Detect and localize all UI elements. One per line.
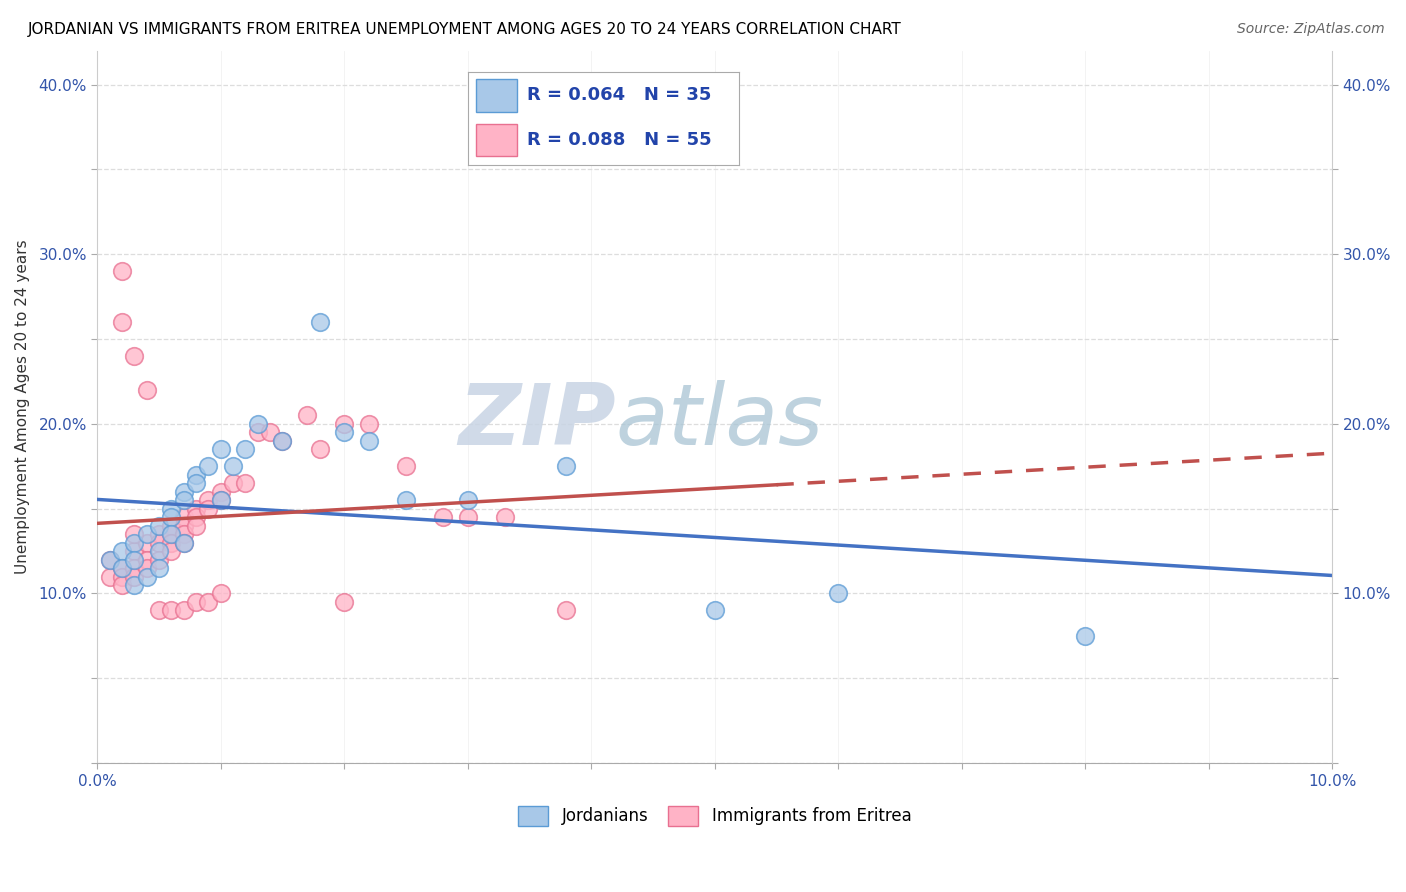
Point — [173, 493, 195, 508]
Point — [222, 459, 245, 474]
Text: JORDANIAN VS IMMIGRANTS FROM ERITREA UNEMPLOYMENT AMONG AGES 20 TO 24 YEARS CORR: JORDANIAN VS IMMIGRANTS FROM ERITREA UNE… — [28, 22, 901, 37]
Point — [184, 595, 207, 609]
Point — [135, 535, 157, 549]
Point — [98, 552, 121, 566]
Point — [395, 493, 418, 508]
Text: Source: ZipAtlas.com: Source: ZipAtlas.com — [1237, 22, 1385, 37]
Point — [111, 569, 134, 583]
Point — [111, 561, 134, 575]
Point — [124, 349, 146, 363]
Point — [160, 518, 183, 533]
Point — [235, 476, 257, 491]
Legend: Jordanians, Immigrants from Eritrea: Jordanians, Immigrants from Eritrea — [517, 805, 911, 826]
Point — [184, 476, 207, 491]
Point — [197, 493, 219, 508]
Point — [135, 561, 157, 575]
Point — [555, 459, 578, 474]
Point — [173, 510, 195, 524]
Point — [111, 315, 134, 329]
Point — [135, 569, 157, 583]
Point — [209, 493, 232, 508]
Point — [184, 518, 207, 533]
Point — [209, 493, 232, 508]
Point — [209, 484, 232, 499]
Text: ZIP: ZIP — [458, 380, 616, 463]
Y-axis label: Unemployment Among Ages 20 to 24 years: Unemployment Among Ages 20 to 24 years — [15, 240, 30, 574]
Point — [209, 442, 232, 457]
Text: atlas: atlas — [616, 380, 824, 463]
Point — [173, 484, 195, 499]
Point — [1074, 629, 1097, 643]
Point — [173, 535, 195, 549]
Point — [135, 383, 157, 397]
Point — [246, 425, 269, 440]
Point — [333, 425, 356, 440]
Point — [295, 409, 318, 423]
Point — [98, 569, 121, 583]
Point — [432, 510, 454, 524]
Point — [197, 595, 219, 609]
Point — [333, 595, 356, 609]
Point — [124, 561, 146, 575]
Point — [555, 603, 578, 617]
Point — [135, 527, 157, 541]
Point — [308, 442, 330, 457]
Point — [135, 552, 157, 566]
Point — [111, 578, 134, 592]
Point — [173, 518, 195, 533]
Point — [308, 315, 330, 329]
Point — [160, 501, 183, 516]
Point — [271, 434, 294, 448]
Point — [357, 417, 380, 431]
Point — [124, 527, 146, 541]
Point — [209, 586, 232, 600]
Point — [197, 501, 219, 516]
Point — [173, 527, 195, 541]
Point — [148, 527, 170, 541]
Point — [184, 510, 207, 524]
Point — [124, 578, 146, 592]
Point — [259, 425, 281, 440]
Point — [124, 569, 146, 583]
Point — [457, 510, 479, 524]
Point — [111, 264, 134, 278]
Point — [124, 544, 146, 558]
Point — [148, 544, 170, 558]
Point — [494, 510, 516, 524]
Point — [222, 476, 245, 491]
Point — [184, 467, 207, 482]
Point — [160, 603, 183, 617]
Point — [148, 535, 170, 549]
Point — [197, 459, 219, 474]
Point — [271, 434, 294, 448]
Point — [111, 544, 134, 558]
Point — [148, 518, 170, 533]
Point — [124, 552, 146, 566]
Point — [357, 434, 380, 448]
Point — [160, 510, 183, 524]
Point — [160, 535, 183, 549]
Point — [148, 603, 170, 617]
Point — [98, 552, 121, 566]
Point — [184, 501, 207, 516]
Point — [111, 561, 134, 575]
Point — [703, 603, 725, 617]
Point — [246, 417, 269, 431]
Point — [827, 586, 849, 600]
Point — [173, 535, 195, 549]
Point — [160, 544, 183, 558]
Point — [160, 527, 183, 541]
Point — [457, 493, 479, 508]
Point — [173, 603, 195, 617]
Point — [160, 527, 183, 541]
Point — [148, 561, 170, 575]
Point — [333, 417, 356, 431]
Point — [395, 459, 418, 474]
Point — [124, 535, 146, 549]
Point — [235, 442, 257, 457]
Point — [148, 552, 170, 566]
